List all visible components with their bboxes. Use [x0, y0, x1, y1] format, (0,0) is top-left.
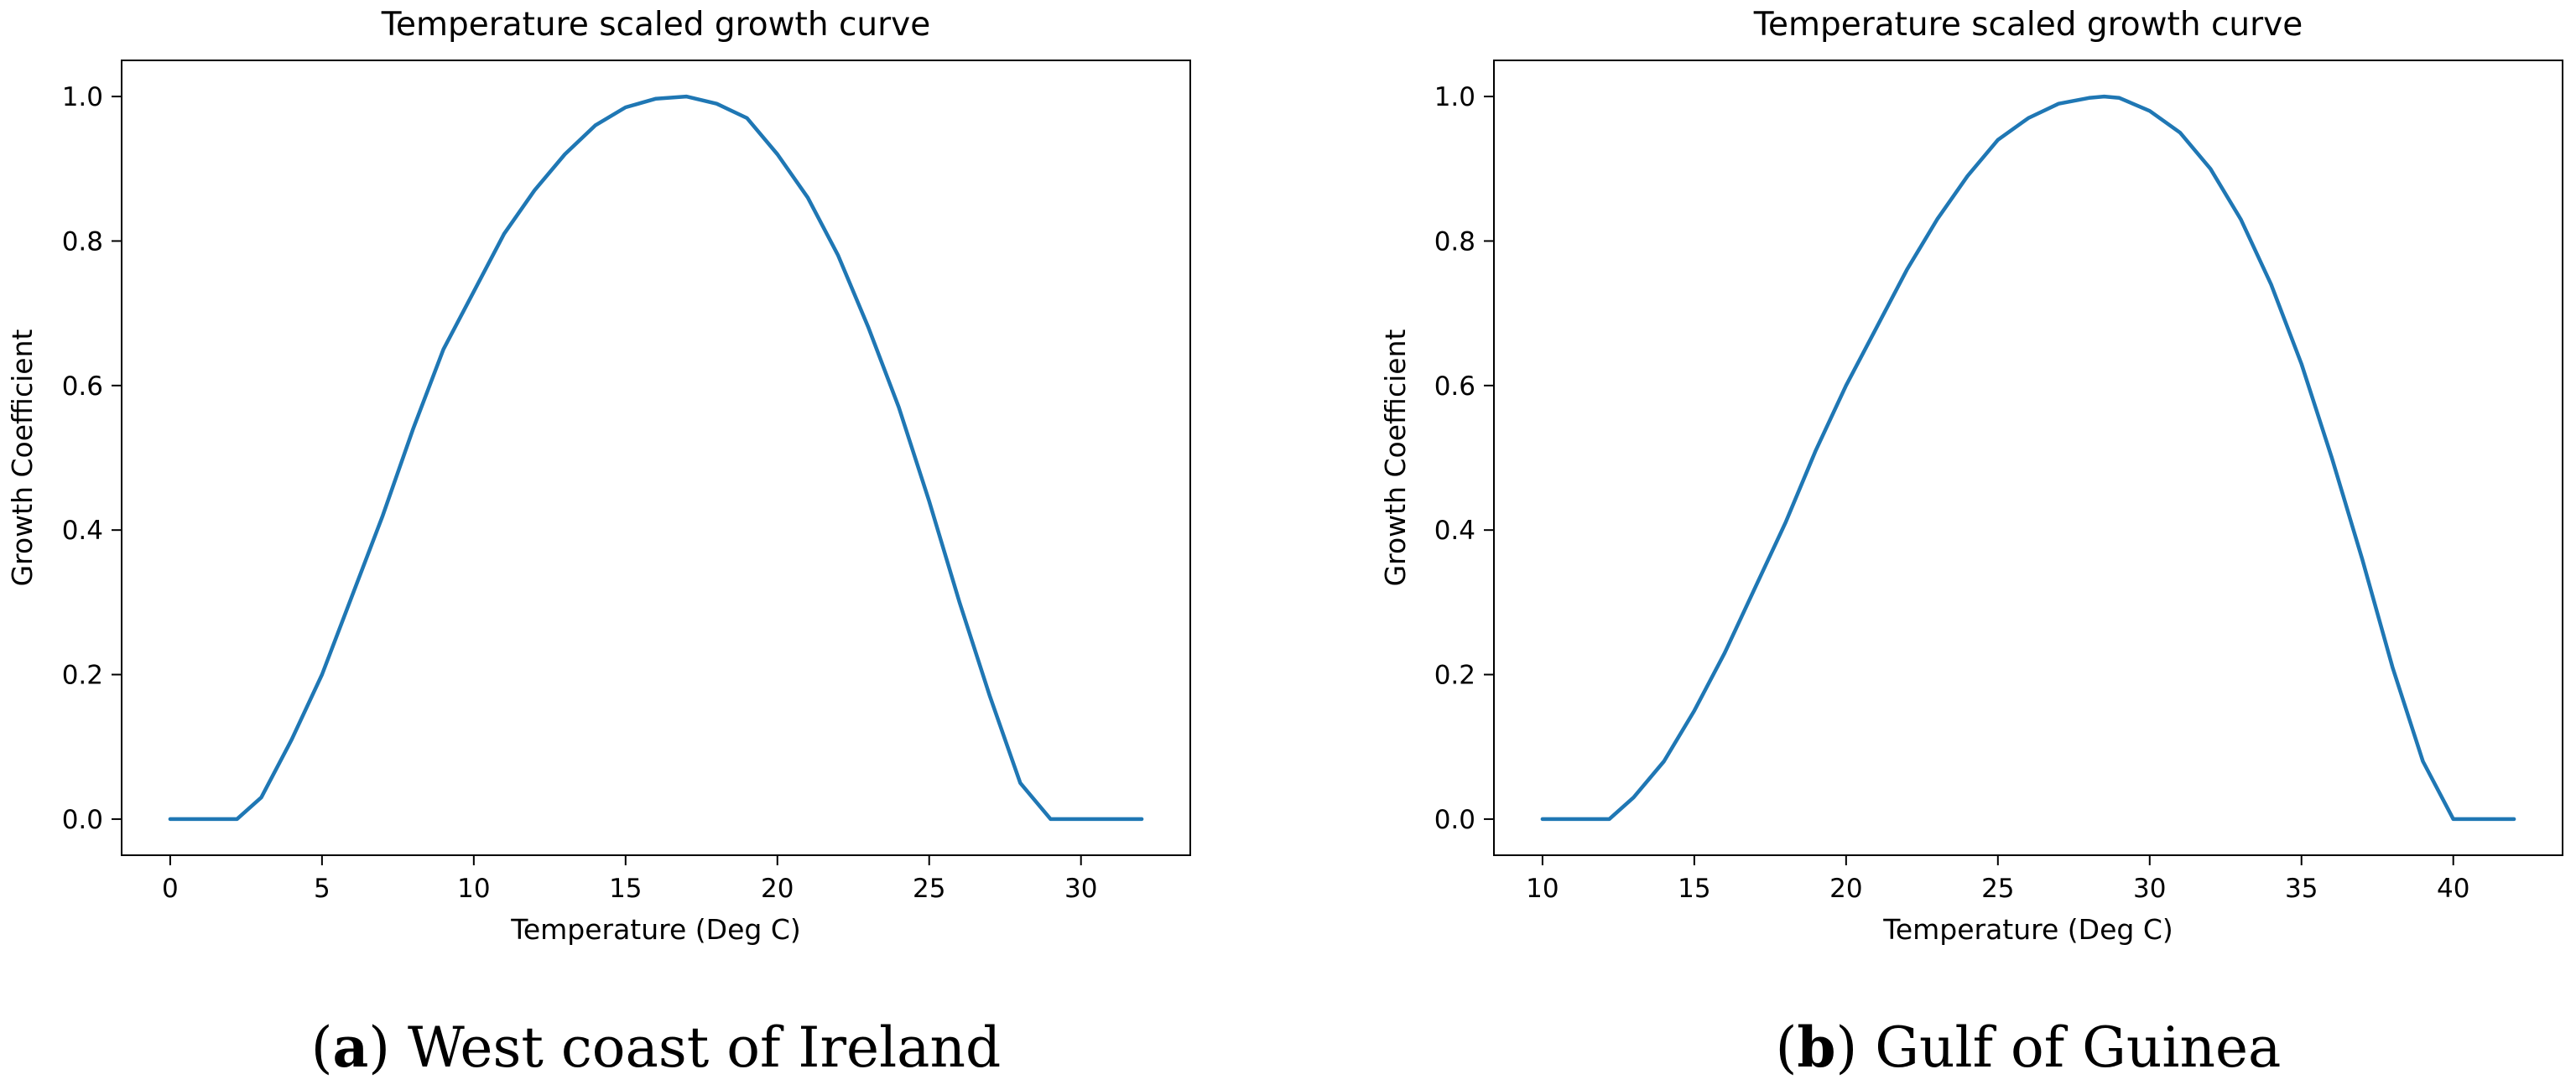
caption-open-paren: (: [1776, 1015, 1798, 1080]
y-tick-label: 0.2: [1434, 661, 1475, 691]
chart-panel-a: Temperature scaled growth curve Growth C…: [6, 6, 1191, 946]
x-tick-label: 30: [2133, 874, 2166, 904]
plot-area-a: 0 5 10 15 20 25 30 0.0 0.2 0.4 0.6 0.8 1.0: [62, 82, 1144, 904]
y-tick-label: 0.8: [62, 226, 103, 257]
x-tick-label: 10: [457, 874, 490, 904]
caption-letter: b: [1797, 1015, 1835, 1080]
y-tick-label: 0.0: [1434, 805, 1475, 835]
x-tick-label: 25: [913, 874, 945, 904]
series-line: [168, 94, 1144, 822]
x-tick-label: 25: [1981, 874, 2014, 904]
axes-frame: [121, 60, 1191, 856]
y-tick-label: 0.4: [62, 516, 103, 546]
x-tick-label: 30: [1064, 874, 1097, 904]
caption-a: (a) West coast of Ireland: [311, 1015, 1002, 1080]
y-tick-label: 1.0: [1434, 82, 1475, 112]
axes-frame: [1493, 60, 2563, 856]
y-tick-label: 0.0: [62, 805, 103, 835]
x-tick-label: 40: [2437, 874, 2469, 904]
caption-close-paren: ): [368, 1015, 390, 1080]
y-tick-label: 0.6: [1434, 371, 1475, 402]
x-tick-label: 0: [162, 874, 179, 904]
x-tick-label: 15: [609, 874, 642, 904]
caption-letter: a: [332, 1015, 368, 1080]
y-tick-label: 0.4: [1434, 516, 1475, 546]
y-tick-label: 0.8: [1434, 226, 1475, 257]
series-line: [1540, 94, 2516, 822]
caption-open-paren: (: [311, 1015, 333, 1080]
plot-area-b: 10 15 20 25 30 35 40 0.0 0.2 0.4 0.6 0.8 1.0: [1434, 82, 2516, 904]
chart-title: Temperature scaled growth curve: [1753, 6, 2303, 44]
chart-title: Temperature scaled growth curve: [381, 6, 930, 44]
caption-text: Gulf of Guinea: [1857, 1015, 2281, 1080]
caption-b: (b) Gulf of Guinea: [1776, 1015, 2282, 1080]
x-tick-label: 15: [1678, 874, 1710, 904]
y-tick-label: 1.0: [62, 82, 103, 112]
x-tick-label: 20: [1829, 874, 1862, 904]
y-axis-label: Growth Coefficient: [6, 330, 39, 587]
caption-close-paren: ): [1836, 1015, 1858, 1080]
x-axis-label: Temperature (Deg C): [510, 913, 800, 946]
y-axis-label: Growth Coefficient: [1379, 330, 1412, 587]
x-tick-label: 35: [2285, 874, 2318, 904]
x-tick-label: 5: [314, 874, 330, 904]
x-axis-label: Temperature (Deg C): [1882, 913, 2173, 946]
x-tick-label: 20: [761, 874, 794, 904]
y-tick-label: 0.6: [62, 371, 103, 402]
x-tick-label: 10: [1526, 874, 1559, 904]
y-tick-label: 0.2: [62, 661, 103, 691]
caption-text: West coast of Ireland: [390, 1015, 1001, 1080]
chart-panel-b: Temperature scaled growth curve Growth C…: [1379, 6, 2563, 946]
